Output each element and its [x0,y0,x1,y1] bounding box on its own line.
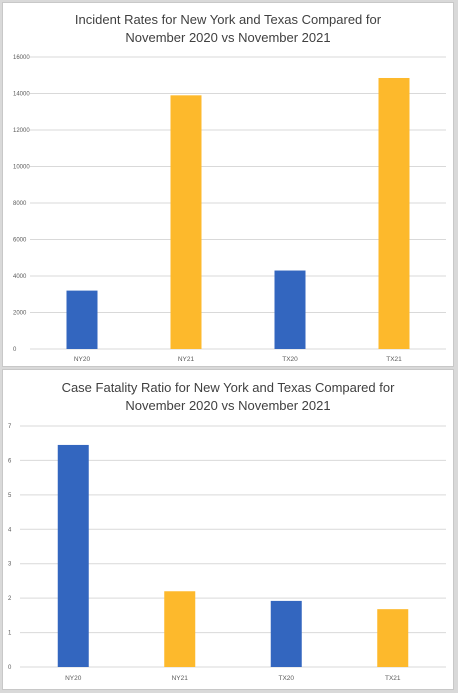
case-fatality-chart: Case Fatality Ratio for New York and Tex… [2,369,454,690]
chart-title: Incident Rates for New York and Texas Co… [74,12,382,45]
y-tick-label: 0 [8,665,12,671]
y-tick-label: 2000 [13,311,27,317]
case-fatality-plot: 0 1 2 3 4 5 6 7 NY20 NY21 TX20 TX21 [8,424,446,682]
bar-tx20 [270,600,302,667]
y-tick-label: 2 [8,596,12,602]
x-tick-label: NY21 [178,356,195,363]
chart-title: Case Fatality Ratio for New York and Tex… [61,380,395,413]
bar-tx21 [377,609,409,667]
x-tick-label: TX20 [278,675,294,682]
bar-tx20 [274,270,306,349]
incident-rates-chart: Incident Rates for New York and Texas Co… [2,2,454,367]
y-tick-label: 8000 [13,201,27,207]
y-tick-label: 6 [8,458,12,464]
x-tick-label: NY20 [65,675,82,682]
bar-ny21 [164,591,196,667]
x-tick-label: NY21 [172,675,189,682]
x-tick-label: TX20 [282,356,298,363]
y-tick-label: 3 [8,562,12,568]
y-tick-label: 5 [8,493,12,499]
y-tick-label: 4 [8,527,12,533]
y-tick-label: 12000 [13,128,30,134]
bar-tx21 [378,77,410,350]
x-tick-label: TX21 [385,675,401,682]
y-tick-label: 7 [8,424,12,430]
y-tick-label: 14000 [13,92,30,98]
y-tick-label: 16000 [13,55,30,61]
y-tick-label: 0 [13,347,17,353]
incident-rates-plot: 0 2000 4000 6000 8000 10000 12000 14000 16000 NY2… [13,55,446,363]
y-tick-label: 1 [8,631,12,637]
y-tick-label: 10000 [13,165,30,171]
bar-ny21 [170,95,202,349]
bar-ny20 [66,290,98,349]
bar-ny20 [57,444,89,667]
x-tick-label: TX21 [386,356,402,363]
y-tick-label: 4000 [13,274,27,280]
x-tick-label: NY20 [74,356,91,363]
y-tick-label: 6000 [13,238,27,244]
